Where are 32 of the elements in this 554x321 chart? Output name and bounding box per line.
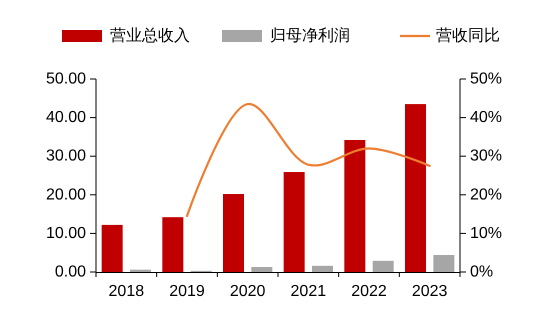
y2-tick-label: 40%	[470, 109, 502, 126]
x-tick-label: 2022	[351, 283, 387, 300]
x-tick-label: 2021	[290, 283, 326, 300]
legend-label: 营收同比	[436, 26, 500, 44]
y-tick-label: 0.00	[54, 264, 86, 280]
y-tick-label: 30.00	[46, 148, 86, 165]
x-tick-label: 2018	[108, 283, 144, 300]
bar	[404, 104, 426, 272]
bar	[284, 172, 305, 272]
y-tick-label: 40.00	[46, 109, 86, 126]
y-tick-label: 50.00	[46, 70, 86, 88]
x-tick-label: 2019	[169, 283, 205, 300]
bar	[433, 255, 454, 272]
line-series	[186, 102, 431, 218]
bar	[222, 194, 244, 272]
bar	[251, 266, 272, 272]
y2-tick-label: 10%	[470, 224, 502, 242]
legend-label: 归母净利润	[270, 26, 350, 44]
y2-tick-label: 20%	[470, 186, 502, 204]
bar	[102, 224, 123, 272]
y2-tick-label: 30%	[470, 148, 502, 165]
bar	[162, 217, 184, 272]
x-tick-label: 2020	[230, 283, 266, 300]
bar	[312, 266, 334, 272]
x-tick-label: 2023	[412, 283, 448, 300]
bar	[372, 260, 394, 272]
y2-tick-label: 0%	[470, 264, 494, 280]
y-tick-label: 10.00	[46, 224, 86, 242]
y-tick-label: 20.00	[46, 186, 86, 204]
y2-tick-label: 50%	[470, 70, 502, 88]
legend-label: 营业总收入	[110, 26, 190, 44]
bar	[344, 140, 366, 272]
